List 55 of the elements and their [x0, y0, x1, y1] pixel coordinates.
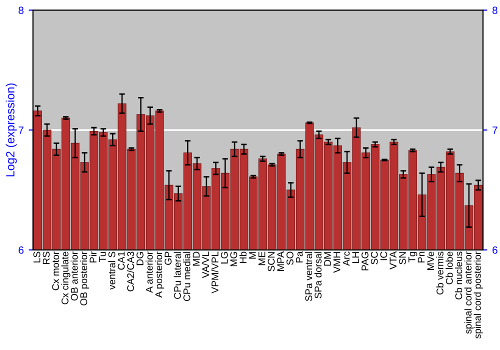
x-tick-label: MVe: [427, 252, 434, 270]
x-tick-label: Cx cingulate: [61, 252, 70, 304]
x-tick-label: SC: [370, 252, 378, 264]
x-tick-label: SO: [286, 252, 294, 265]
y-axis-title: Log2 (expression): [6, 84, 17, 176]
x-tick-label: IC: [380, 252, 388, 260]
x-tick-label: VMH: [334, 252, 340, 273]
x-tick-label: OB posterior: [80, 251, 90, 306]
x-tick-label: VTA: [390, 251, 396, 270]
x-tick-label: SCN: [268, 252, 275, 272]
x-tick-label: Cb nucleus: [455, 252, 462, 300]
x-tick-label: RS: [42, 252, 50, 264]
x-tick-label: Cx motor: [52, 251, 60, 290]
x-tick-label: Tg: [408, 252, 418, 262]
x-tick-label: Arc: [342, 252, 350, 266]
x-tick-label: CPu lateral: [174, 252, 181, 299]
x-tick-label: LG: [220, 252, 228, 264]
x-tick-label: GP: [164, 252, 172, 265]
x-tick-label: MG: [230, 252, 238, 266]
x-tick-label: VA/VL: [202, 252, 210, 278]
x-tick-label: PAG: [362, 252, 368, 270]
y-tick-label: 8: [18, 6, 24, 14]
x-tick-label: SPa ventral: [305, 252, 312, 302]
y-tick-label: 6: [18, 246, 24, 254]
x-tick-label: Pir: [89, 251, 96, 262]
x-tick-label: DM: [324, 252, 331, 266]
x-tick-label: SN: [399, 252, 406, 264]
x-tick-label: spinal cord anterior: [464, 251, 474, 334]
y2-tick-label: 8: [492, 6, 498, 14]
x-tick-label: VPM/VPL: [211, 252, 218, 294]
x-tick-label: Cb vermis: [436, 252, 444, 295]
x-tick-label: Tu: [99, 252, 106, 262]
x-tick-label: CPu medial: [183, 252, 190, 302]
x-tick-label: LH: [352, 252, 359, 263]
x-tick-label: ventral S: [108, 252, 116, 290]
x-tick-label: Pa: [296, 251, 303, 262]
x-tick-label: Hb: [239, 252, 247, 263]
x-tick-label: LS: [33, 252, 40, 262]
x-tick-label: CA1: [118, 252, 125, 270]
x-tick-label: M: [249, 252, 256, 259]
x-tick-label: SPa dorsal: [314, 252, 322, 298]
x-tick-label: Pn: [418, 252, 425, 262]
x-tick-label: CA2/CA3: [126, 252, 134, 292]
x-tick-label: A anterior: [146, 251, 153, 293]
x-tick-label: MD: [192, 252, 200, 266]
x-tick-label: OB anterior: [70, 251, 78, 301]
y2-tick-label: 7: [492, 126, 498, 134]
x-tick-label: Cb lobe: [446, 252, 453, 284]
x-tick-label: MPA: [277, 251, 284, 271]
y-tick-label: 7: [18, 126, 24, 134]
x-tick-label: spinal cord posterior: [474, 251, 483, 339]
x-tick-label: DG: [136, 252, 144, 266]
x-tick-label: A posterior: [155, 251, 164, 298]
y2-tick-label: 6: [492, 246, 498, 254]
x-tick-label: ME: [258, 252, 266, 266]
